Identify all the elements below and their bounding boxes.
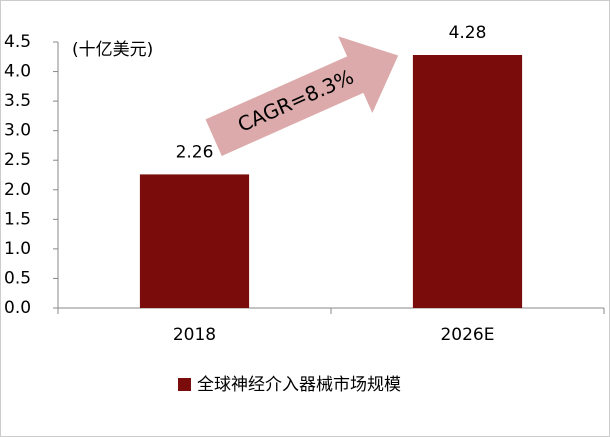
x-tick-label: 2018	[173, 325, 216, 345]
y-tick-label: 4.0	[4, 62, 31, 82]
y-tick-label: 2.0	[4, 180, 31, 200]
x-tick-label: 2026E	[440, 325, 494, 345]
y-tick-label: 1.5	[4, 209, 31, 229]
y-tick-label: 0.5	[4, 268, 31, 288]
y-tick-label: 2.5	[4, 150, 31, 170]
arrow-shape	[205, 36, 399, 156]
legend-swatch	[178, 378, 191, 391]
y-tick-label: 0.0	[4, 298, 31, 318]
data-label: 4.28	[449, 23, 487, 43]
unit-label: (十亿美元)	[72, 40, 153, 60]
annotation-arrow: CAGR=8.3%	[205, 36, 399, 156]
data-label: 2.26	[176, 142, 214, 162]
legend-label: 全球神经介入器械市场规模	[197, 375, 401, 395]
y-tick-label: 3.5	[4, 91, 31, 111]
bar	[412, 55, 523, 309]
y-tick-label: 1.0	[4, 239, 31, 259]
y-tick-label: 3.0	[4, 121, 31, 141]
y-tick-label: 4.5	[4, 32, 31, 52]
bar	[139, 174, 250, 308]
